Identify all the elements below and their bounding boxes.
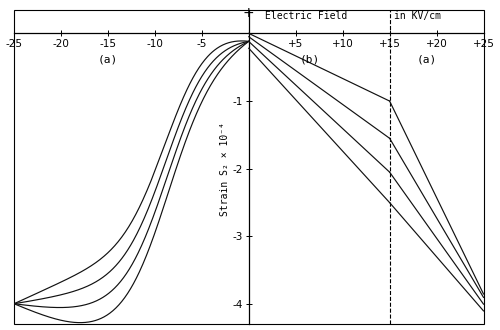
Text: Strain S₂ × 10⁻⁴: Strain S₂ × 10⁻⁴	[220, 122, 230, 216]
Text: (a): (a)	[417, 54, 438, 64]
Text: in KV/cm: in KV/cm	[394, 11, 442, 21]
Text: Electric Field: Electric Field	[265, 11, 347, 21]
Text: (b): (b)	[300, 54, 320, 64]
Text: (a): (a)	[98, 54, 118, 64]
Text: +: +	[243, 6, 254, 20]
Bar	[14, 10, 484, 324]
